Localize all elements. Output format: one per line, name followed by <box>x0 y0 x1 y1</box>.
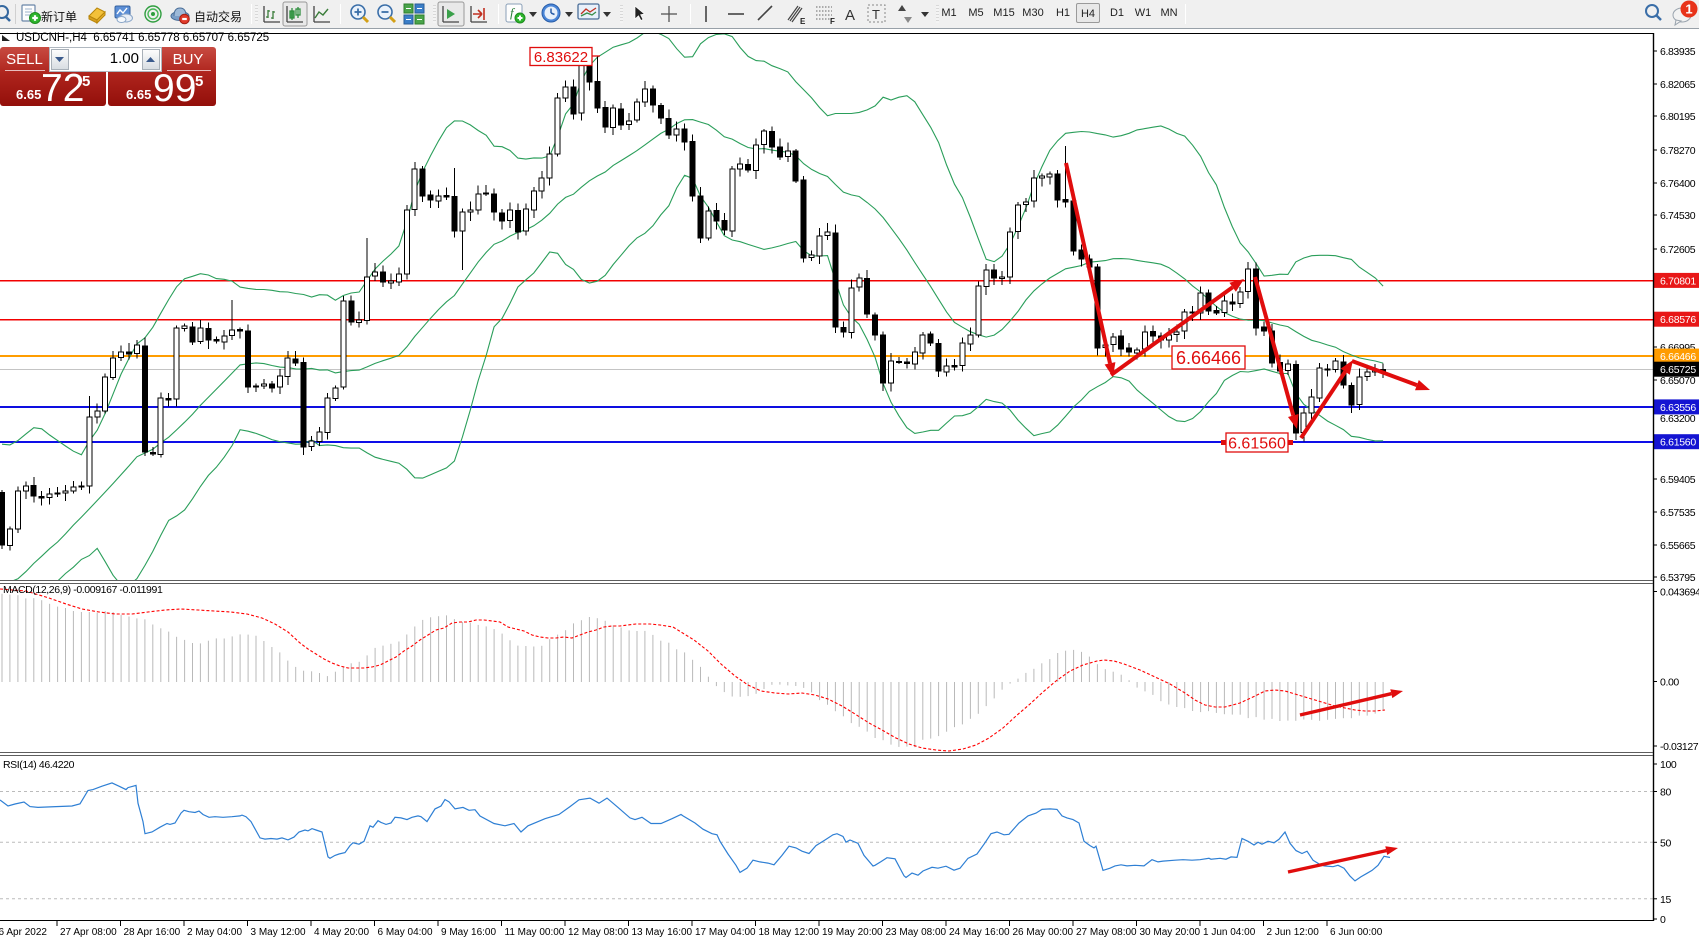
svg-text:6.61560: 6.61560 <box>1660 437 1696 449</box>
svg-text:3 May 12:00: 3 May 12:00 <box>251 927 306 938</box>
svg-text:6.82065: 6.82065 <box>1660 79 1696 91</box>
svg-text:6 May 04:00: 6 May 04:00 <box>378 927 433 938</box>
svg-text:11 May 00:00: 11 May 00:00 <box>505 927 565 938</box>
svg-text:80: 80 <box>1660 787 1671 799</box>
svg-text:6.61560: 6.61560 <box>1228 435 1286 452</box>
svg-text:6.66466: 6.66466 <box>1176 348 1241 368</box>
svg-text:6.78270: 6.78270 <box>1660 145 1696 157</box>
svg-text:27 Apr 08:00: 27 Apr 08:00 <box>60 927 117 938</box>
svg-text:6.57535: 6.57535 <box>1660 507 1696 519</box>
svg-text:24 May 16:00: 24 May 16:00 <box>949 927 1010 938</box>
svg-text:26 May 00:00: 26 May 00:00 <box>1013 927 1074 938</box>
svg-text:0.00: 0.00 <box>1660 677 1679 689</box>
svg-text:0.043694: 0.043694 <box>1660 587 1699 599</box>
svg-text:6.83622: 6.83622 <box>534 49 588 66</box>
svg-text:50: 50 <box>1660 837 1671 849</box>
svg-text:E: E <box>800 17 806 26</box>
svg-text:1: 1 <box>1685 2 1692 17</box>
svg-text:USDCNH-,H4 6.65741 6.65778 6.: USDCNH-,H4 6.65741 6.65778 6.65707 6.657… <box>16 32 269 44</box>
svg-text:6.70801: 6.70801 <box>1660 275 1696 287</box>
svg-text:12 May 08:00: 12 May 08:00 <box>568 927 629 938</box>
svg-text:6.83935: 6.83935 <box>1660 46 1696 58</box>
svg-text:6.63556: 6.63556 <box>1660 402 1696 414</box>
svg-text:15: 15 <box>1660 894 1671 906</box>
svg-text:6.80195: 6.80195 <box>1660 111 1696 123</box>
svg-text:6.74530: 6.74530 <box>1660 210 1696 222</box>
svg-text:6.65725: 6.65725 <box>1660 364 1696 376</box>
svg-text:6.66466: 6.66466 <box>1660 351 1696 363</box>
svg-text:30 May 20:00: 30 May 20:00 <box>1140 927 1201 938</box>
svg-text:6.65070: 6.65070 <box>1660 375 1696 387</box>
svg-text:f: f <box>510 5 516 20</box>
svg-text:23 May 08:00: 23 May 08:00 <box>886 927 947 938</box>
svg-text:6.76400: 6.76400 <box>1660 178 1696 190</box>
svg-text:F: F <box>830 17 835 26</box>
svg-text:17 May 04:00: 17 May 04:00 <box>695 927 756 938</box>
svg-text:2 May 04:00: 2 May 04:00 <box>187 927 242 938</box>
svg-text:1 Jun 04:00: 1 Jun 04:00 <box>1203 927 1256 938</box>
svg-text:A: A <box>845 7 855 24</box>
svg-text:26 Apr 2022: 26 Apr 2022 <box>0 927 47 938</box>
svg-text:6 Jun 00:00: 6 Jun 00:00 <box>1330 927 1383 938</box>
svg-text:9 May 16:00: 9 May 16:00 <box>441 927 496 938</box>
svg-text:MACD(12,26,9) -0.009167 -0.011: MACD(12,26,9) -0.009167 -0.011991 <box>3 584 163 596</box>
svg-text:4 May 20:00: 4 May 20:00 <box>314 927 369 938</box>
svg-text:6.55665: 6.55665 <box>1660 540 1696 552</box>
svg-text:6.63200: 6.63200 <box>1660 413 1696 425</box>
svg-text:27 May 08:00: 27 May 08:00 <box>1076 927 1137 938</box>
svg-text:RSI(14) 46.4220: RSI(14) 46.4220 <box>3 759 75 771</box>
svg-text:6.59405: 6.59405 <box>1660 474 1696 486</box>
svg-text:18 May 12:00: 18 May 12:00 <box>759 927 820 938</box>
svg-text:T: T <box>872 7 880 22</box>
svg-text:100: 100 <box>1660 759 1677 771</box>
svg-text:2 Jun 12:00: 2 Jun 12:00 <box>1267 927 1320 938</box>
svg-text:19 May 20:00: 19 May 20:00 <box>822 927 883 938</box>
svg-text:13 May 16:00: 13 May 16:00 <box>632 927 693 938</box>
svg-text:28 Apr 16:00: 28 Apr 16:00 <box>124 927 181 938</box>
svg-text:6.72605: 6.72605 <box>1660 244 1696 256</box>
svg-text:0: 0 <box>1660 914 1666 926</box>
svg-text:6.68576: 6.68576 <box>1660 314 1696 326</box>
svg-text:6.53795: 6.53795 <box>1660 572 1696 584</box>
